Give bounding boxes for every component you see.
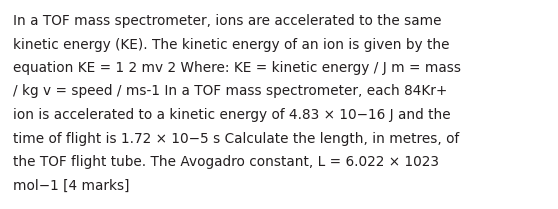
Text: the TOF flight tube. The Avogadro constant, L = 6.022 × 1023: the TOF flight tube. The Avogadro consta… <box>13 155 439 169</box>
Text: / kg v = speed / ms-1 In a TOF mass spectrometer, each 84Kr+: / kg v = speed / ms-1 In a TOF mass spec… <box>13 84 448 98</box>
Text: mol−1 [4 marks]: mol−1 [4 marks] <box>13 178 129 192</box>
Text: In a TOF mass spectrometer, ions are accelerated to the same: In a TOF mass spectrometer, ions are acc… <box>13 14 441 28</box>
Text: kinetic energy (KE). The kinetic energy of an ion is given by the: kinetic energy (KE). The kinetic energy … <box>13 37 450 51</box>
Text: ion is accelerated to a kinetic energy of 4.83 × 10−16 J and the: ion is accelerated to a kinetic energy o… <box>13 108 451 122</box>
Text: time of flight is 1.72 × 10−5 s Calculate the length, in metres, of: time of flight is 1.72 × 10−5 s Calculat… <box>13 131 459 145</box>
Text: equation KE = 1 2 mv 2 Where: KE = kinetic energy / J m = mass: equation KE = 1 2 mv 2 Where: KE = kinet… <box>13 61 461 75</box>
